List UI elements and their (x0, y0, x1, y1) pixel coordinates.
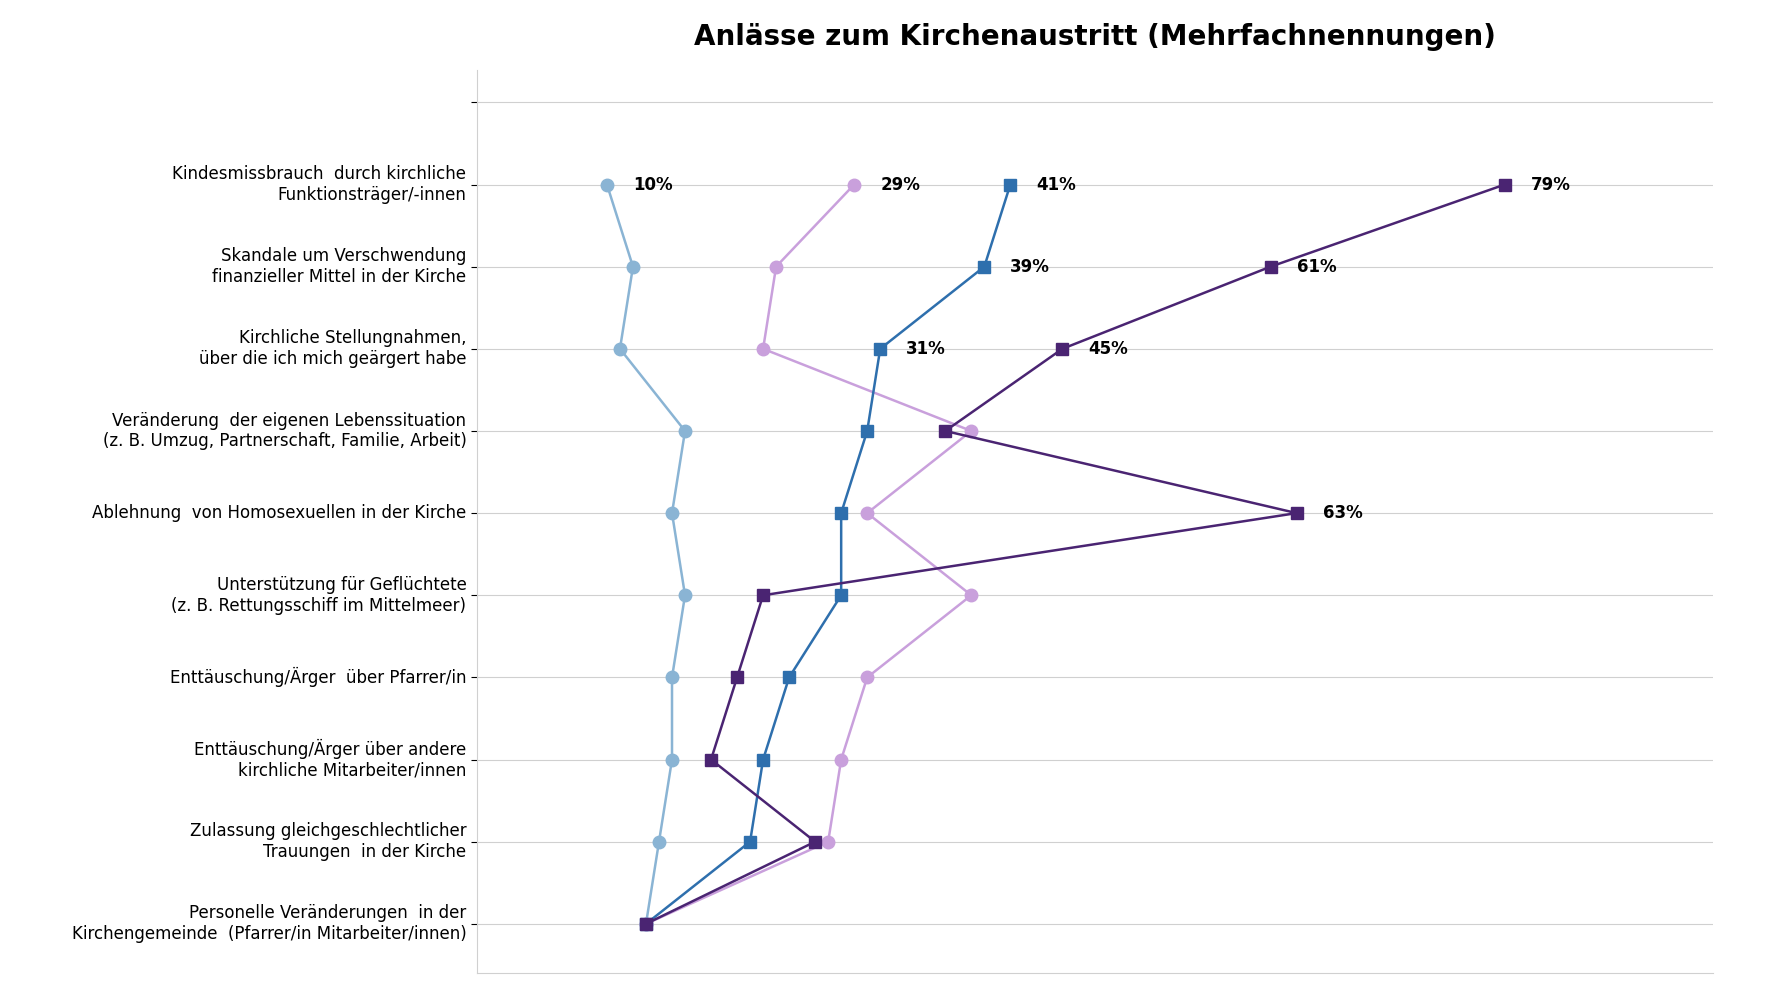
Title: Anlässe zum Kirchenaustritt (Mehrfachnennungen): Anlässe zum Kirchenaustritt (Mehrfachnen… (694, 23, 1496, 51)
Text: 61%: 61% (1296, 257, 1337, 276)
Text: 31%: 31% (906, 340, 947, 357)
Text: 10%: 10% (632, 176, 673, 194)
Text: 45%: 45% (1088, 340, 1128, 357)
Text: 41%: 41% (1037, 176, 1075, 194)
Text: 63%: 63% (1323, 504, 1362, 522)
Text: 29%: 29% (879, 176, 920, 194)
Text: 39%: 39% (1010, 257, 1051, 276)
Text: 79%: 79% (1531, 176, 1570, 194)
